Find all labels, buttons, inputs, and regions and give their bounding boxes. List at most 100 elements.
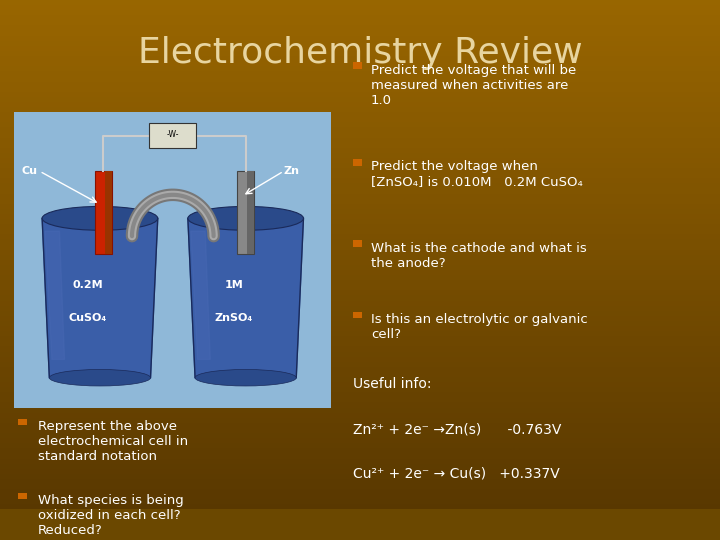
Bar [0,301,720,306]
Bar [0,275,720,280]
Bar [0,194,720,199]
Bar [0,367,720,372]
Bar [0,10,720,15]
Bar [0,209,720,214]
Text: Cu: Cu [22,166,37,176]
Bar [0,31,720,36]
Bar [0,372,720,377]
Bar [0,173,720,178]
Bar [0,438,720,443]
Bar [0,36,720,40]
Bar [0,382,720,387]
Bar [0,61,720,66]
Text: Useful info:: Useful info: [353,377,431,391]
Bar [0,122,720,127]
Text: Represent the above
electrochemical cell in
standard notation: Represent the above electrochemical cell… [38,420,189,463]
Bar [0,219,720,224]
Bar [0,204,720,209]
Text: What species is being
oxidized in each cell?
Reduced?: What species is being oxidized in each c… [38,494,184,537]
Bar [0,331,720,336]
Bar [0,484,720,489]
Bar [0,82,720,86]
Bar [0,356,720,362]
Bar [0,25,720,31]
Bar [0,245,720,249]
Bar [0,291,720,295]
Bar [0,92,720,97]
Bar [0,469,720,474]
FancyBboxPatch shape [237,171,254,254]
FancyBboxPatch shape [18,419,27,426]
Bar [0,127,720,132]
Bar [0,408,720,413]
Bar [0,230,720,234]
Bar [0,428,720,433]
Bar [0,15,720,21]
Bar [0,224,720,230]
Bar [0,77,720,82]
Bar [0,336,720,341]
Bar [0,214,720,219]
Text: CuSO₄: CuSO₄ [69,313,107,323]
Bar [0,265,720,270]
Bar [0,184,720,188]
Bar [0,158,720,163]
Text: Electrochemistry Review: Electrochemistry Review [138,36,582,70]
Bar [0,102,720,107]
Bar [0,474,720,479]
Bar [0,255,720,260]
Bar [0,132,720,138]
Bar [0,454,720,458]
Bar [0,168,720,173]
Text: ZnSO₄: ZnSO₄ [215,313,253,323]
Bar [0,86,720,92]
Text: What is the cathode and what is
the anode?: What is the cathode and what is the anod… [371,242,587,270]
Ellipse shape [195,369,296,386]
FancyBboxPatch shape [353,159,362,166]
Bar [0,199,720,204]
Bar [0,5,720,10]
Bar [0,66,720,71]
Bar [0,46,720,51]
Bar [0,321,720,326]
FancyBboxPatch shape [248,171,254,254]
Bar [0,464,720,469]
Bar [0,504,720,509]
Bar [0,433,720,438]
Bar [0,112,720,117]
Text: Zn²⁺ + 2e⁻ →Zn(s)      -0.763V: Zn²⁺ + 2e⁻ →Zn(s) -0.763V [353,423,561,437]
Bar [0,306,720,311]
Ellipse shape [50,369,150,386]
Bar [0,148,720,153]
Bar [0,392,720,397]
Bar [0,143,720,148]
Bar [0,402,720,408]
FancyBboxPatch shape [18,492,27,500]
Bar [0,285,720,291]
Polygon shape [45,231,65,360]
Bar [0,362,720,367]
Bar [0,138,720,143]
Bar [0,418,720,423]
Bar [0,423,720,428]
Text: 1M: 1M [224,280,243,290]
FancyBboxPatch shape [105,171,112,254]
Ellipse shape [188,206,303,230]
Bar [0,347,720,352]
FancyBboxPatch shape [353,62,362,69]
Text: -W-: -W- [166,130,179,139]
Text: Is this an electrolytic or galvanic
cell?: Is this an electrolytic or galvanic cell… [371,313,588,341]
Bar [0,71,720,77]
Bar [0,397,720,402]
Bar [0,413,720,418]
Bar [0,239,720,245]
Bar [0,489,720,494]
Bar [0,270,720,275]
Bar [0,188,720,194]
Bar [0,377,720,382]
Bar [0,249,720,255]
Bar [0,117,720,122]
Polygon shape [191,231,210,360]
Bar [0,280,720,285]
Bar [0,448,720,454]
